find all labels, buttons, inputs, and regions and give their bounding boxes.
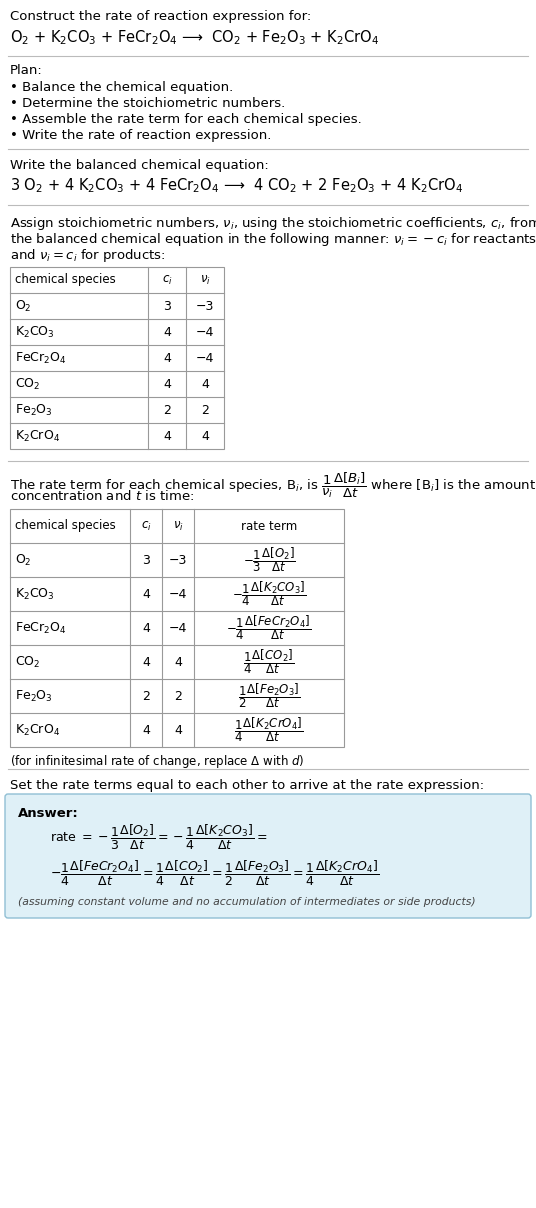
Text: rate $= -\dfrac{1}{3}\dfrac{\Delta[O_2]}{\Delta t} = -\dfrac{1}{4}\dfrac{\Delta[: rate $= -\dfrac{1}{3}\dfrac{\Delta[O_2]}…: [50, 823, 267, 852]
Bar: [10, 267, 224, 449]
Text: 4: 4: [163, 377, 171, 390]
Text: 2: 2: [142, 690, 150, 703]
Text: Assign stoichiometric numbers, $\nu_i$, using the stoichiometric coefficients, $: Assign stoichiometric numbers, $\nu_i$, …: [10, 215, 536, 232]
Text: −3: −3: [196, 300, 214, 313]
Text: (assuming constant volume and no accumulation of intermediates or side products): (assuming constant volume and no accumul…: [18, 898, 475, 907]
Text: 4: 4: [163, 430, 171, 442]
Text: $-\dfrac{1}{4}\dfrac{\Delta[K_2CO_3]}{\Delta t}$: $-\dfrac{1}{4}\dfrac{\Delta[K_2CO_3]}{\D…: [232, 580, 306, 609]
Text: (for infinitesimal rate of change, replace Δ with $d$): (for infinitesimal rate of change, repla…: [10, 753, 304, 769]
Text: $\dfrac{1}{4}\dfrac{\Delta[CO_2]}{\Delta t}$: $\dfrac{1}{4}\dfrac{\Delta[CO_2]}{\Delta…: [243, 647, 295, 676]
FancyBboxPatch shape: [5, 794, 531, 918]
Text: K$_2$CrO$_4$: K$_2$CrO$_4$: [15, 722, 60, 738]
Text: $\dfrac{1}{4}\dfrac{\Delta[K_2CrO_4]}{\Delta t}$: $\dfrac{1}{4}\dfrac{\Delta[K_2CrO_4]}{\D…: [234, 715, 304, 744]
Text: FeCr$_2$O$_4$: FeCr$_2$O$_4$: [15, 621, 67, 635]
Text: $-\dfrac{1}{4}\dfrac{\Delta[FeCr_2O_4]}{\Delta t} = \dfrac{1}{4}\dfrac{\Delta[CO: $-\dfrac{1}{4}\dfrac{\Delta[FeCr_2O_4]}{…: [50, 859, 379, 888]
Text: FeCr$_2$O$_4$: FeCr$_2$O$_4$: [15, 350, 67, 366]
Text: Fe$_2$O$_3$: Fe$_2$O$_3$: [15, 402, 53, 418]
Text: 3 O$_2$ + 4 K$_2$CO$_3$ + 4 FeCr$_2$O$_4$ ⟶  4 CO$_2$ + 2 Fe$_2$O$_3$ + 4 K$_2$C: 3 O$_2$ + 4 K$_2$CO$_3$ + 4 FeCr$_2$O$_4…: [10, 176, 463, 194]
Text: 4: 4: [201, 377, 209, 390]
Text: Write the balanced chemical equation:: Write the balanced chemical equation:: [10, 159, 269, 172]
Text: $\nu_i$: $\nu_i$: [173, 519, 183, 533]
Text: rate term: rate term: [241, 519, 297, 533]
Text: • Determine the stoichiometric numbers.: • Determine the stoichiometric numbers.: [10, 97, 285, 110]
Text: 2: 2: [201, 403, 209, 417]
Text: O$_2$: O$_2$: [15, 552, 32, 568]
Text: the balanced chemical equation in the following manner: $\nu_i = -c_i$ for react: the balanced chemical equation in the fo…: [10, 231, 536, 248]
Text: 4: 4: [142, 587, 150, 600]
Text: and $\nu_i = c_i$ for products:: and $\nu_i = c_i$ for products:: [10, 246, 166, 265]
Text: • Assemble the rate term for each chemical species.: • Assemble the rate term for each chemic…: [10, 114, 362, 126]
Text: Plan:: Plan:: [10, 64, 43, 77]
Text: 4: 4: [163, 325, 171, 338]
Text: $\nu_i$: $\nu_i$: [199, 273, 211, 286]
Text: chemical species: chemical species: [15, 273, 116, 286]
Text: 3: 3: [163, 300, 171, 313]
Text: 4: 4: [163, 352, 171, 365]
Text: 2: 2: [174, 690, 182, 703]
Text: −3: −3: [169, 553, 187, 567]
Text: 4: 4: [174, 656, 182, 668]
Text: 4: 4: [142, 724, 150, 737]
Text: −4: −4: [196, 325, 214, 338]
Text: 2: 2: [163, 403, 171, 417]
Text: The rate term for each chemical species, B$_i$, is $\dfrac{1}{\nu_i}\dfrac{\Delt: The rate term for each chemical species,…: [10, 471, 536, 500]
Text: chemical species: chemical species: [15, 519, 116, 533]
Text: 4: 4: [142, 656, 150, 668]
Text: CO$_2$: CO$_2$: [15, 655, 40, 669]
Text: −4: −4: [169, 621, 187, 634]
Text: $-\dfrac{1}{4}\dfrac{\Delta[FeCr_2O_4]}{\Delta t}$: $-\dfrac{1}{4}\dfrac{\Delta[FeCr_2O_4]}{…: [226, 614, 311, 643]
Text: Set the rate terms equal to each other to arrive at the rate expression:: Set the rate terms equal to each other t…: [10, 779, 484, 792]
Text: Construct the rate of reaction expression for:: Construct the rate of reaction expressio…: [10, 10, 311, 23]
Text: K$_2$CO$_3$: K$_2$CO$_3$: [15, 586, 55, 602]
Text: −4: −4: [169, 587, 187, 600]
Text: Fe$_2$O$_3$: Fe$_2$O$_3$: [15, 689, 53, 703]
Text: K$_2$CrO$_4$: K$_2$CrO$_4$: [15, 429, 60, 443]
Text: $c_i$: $c_i$: [162, 273, 173, 286]
Text: O$_2$: O$_2$: [15, 298, 32, 314]
Text: 4: 4: [174, 724, 182, 737]
Text: CO$_2$: CO$_2$: [15, 377, 40, 391]
Bar: [10, 509, 344, 747]
Text: $-\dfrac{1}{3}\dfrac{\Delta[O_2]}{\Delta t}$: $-\dfrac{1}{3}\dfrac{\Delta[O_2]}{\Delta…: [243, 546, 295, 574]
Text: Answer:: Answer:: [18, 807, 79, 820]
Text: $c_i$: $c_i$: [140, 519, 151, 533]
Text: O$_2$ + K$_2$CO$_3$ + FeCr$_2$O$_4$ ⟶  CO$_2$ + Fe$_2$O$_3$ + K$_2$CrO$_4$: O$_2$ + K$_2$CO$_3$ + FeCr$_2$O$_4$ ⟶ CO…: [10, 28, 379, 47]
Text: K$_2$CO$_3$: K$_2$CO$_3$: [15, 325, 55, 339]
Text: 3: 3: [142, 553, 150, 567]
Text: • Balance the chemical equation.: • Balance the chemical equation.: [10, 81, 233, 94]
Text: $\dfrac{1}{2}\dfrac{\Delta[Fe_2O_3]}{\Delta t}$: $\dfrac{1}{2}\dfrac{\Delta[Fe_2O_3]}{\De…: [238, 681, 300, 710]
Text: −4: −4: [196, 352, 214, 365]
Text: concentration and $t$ is time:: concentration and $t$ is time:: [10, 489, 194, 503]
Text: • Write the rate of reaction expression.: • Write the rate of reaction expression.: [10, 129, 271, 143]
Text: 4: 4: [142, 621, 150, 634]
Text: 4: 4: [201, 430, 209, 442]
